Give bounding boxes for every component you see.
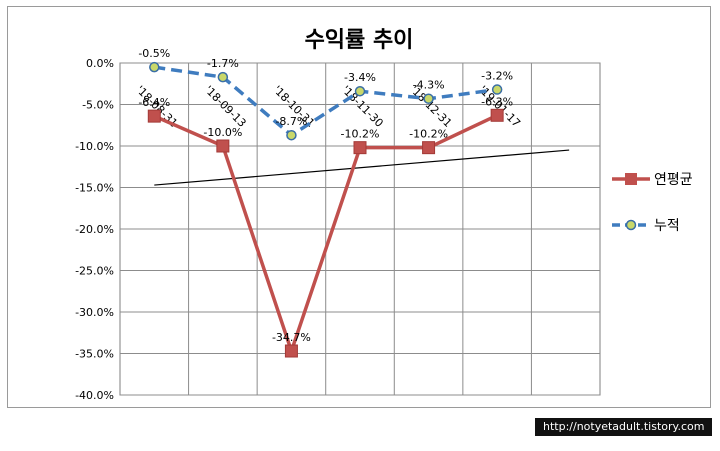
- series-1-data-label-3: -3.4%: [344, 71, 376, 84]
- series-1-data-label-1: -1.7%: [207, 57, 239, 70]
- y-tick-label-8: -40.0%: [75, 389, 114, 402]
- legend-marker-0: [625, 173, 637, 185]
- y-tick-label-0: 0.0%: [86, 57, 114, 70]
- series-1-point-2: [286, 129, 297, 141]
- y-tick-label-6: -30.0%: [75, 306, 114, 319]
- series-0-point-0: [147, 109, 161, 123]
- series-0-data-label-5: -6.3%: [481, 95, 513, 108]
- chart-title: 수익률 추이: [305, 28, 414, 53]
- series-1-point-4: [423, 93, 434, 104]
- y-tick-label-3: -15.0%: [75, 182, 114, 195]
- series-0-data-label-3: -10.2%: [341, 128, 380, 141]
- series-0-point-4: [422, 141, 436, 155]
- series-0-point-1: [216, 139, 230, 153]
- series-0-point-2: [284, 344, 298, 358]
- y-tick-label-1: -5.0%: [82, 99, 114, 112]
- y-tick-label-7: -35.0%: [75, 348, 114, 361]
- series-0-data-label-2: -34.7%: [272, 331, 311, 344]
- line-chart: 수익률 추이 0.0% -5.0% -10.0% -15.0% -20.0% -25.0%…: [75, 28, 693, 402]
- legend-marker-1: [625, 219, 637, 231]
- series-1-point-5: [491, 84, 503, 95]
- legend-label-0: 연평균: [654, 172, 693, 188]
- y-tick-label-2: -10.0%: [75, 140, 114, 153]
- watermark-url: http://notyetadult.tistory.com: [535, 418, 713, 436]
- series-1-data-label-2: -8.7%: [275, 115, 307, 128]
- legend-label-1: 누적: [654, 218, 680, 234]
- series-1-point-3: [354, 85, 366, 97]
- series-0-point-3: [353, 141, 367, 155]
- series-1-data-label-4: -4.3%: [413, 79, 445, 92]
- series-1-point-0: [149, 61, 160, 73]
- chart-frame: 수익률 추이 0.0% -5.0% -10.0% -15.0% -20.0% -25.0%…: [7, 6, 711, 408]
- series-0-data-label-1: -10.0%: [203, 126, 242, 139]
- series-1-data-label-5: -3.2%: [481, 70, 513, 83]
- series-line-1: [154, 65, 498, 137]
- series-0-data-label-0: -6.4%: [138, 96, 170, 109]
- series-line-0: [153, 113, 498, 353]
- series-0-point-5: [490, 108, 504, 122]
- y-tick-label-5: -25.0%: [75, 265, 114, 278]
- y-tick-label-4: -20.0%: [75, 223, 114, 236]
- series-1-point-1: [217, 71, 229, 83]
- trendline: [154, 149, 570, 186]
- series-1-data-label-0: -0.5%: [138, 47, 170, 60]
- series-0-data-label-4: -10.2%: [409, 128, 448, 141]
- x-tick-label-1: '18-09-13: [202, 83, 249, 130]
